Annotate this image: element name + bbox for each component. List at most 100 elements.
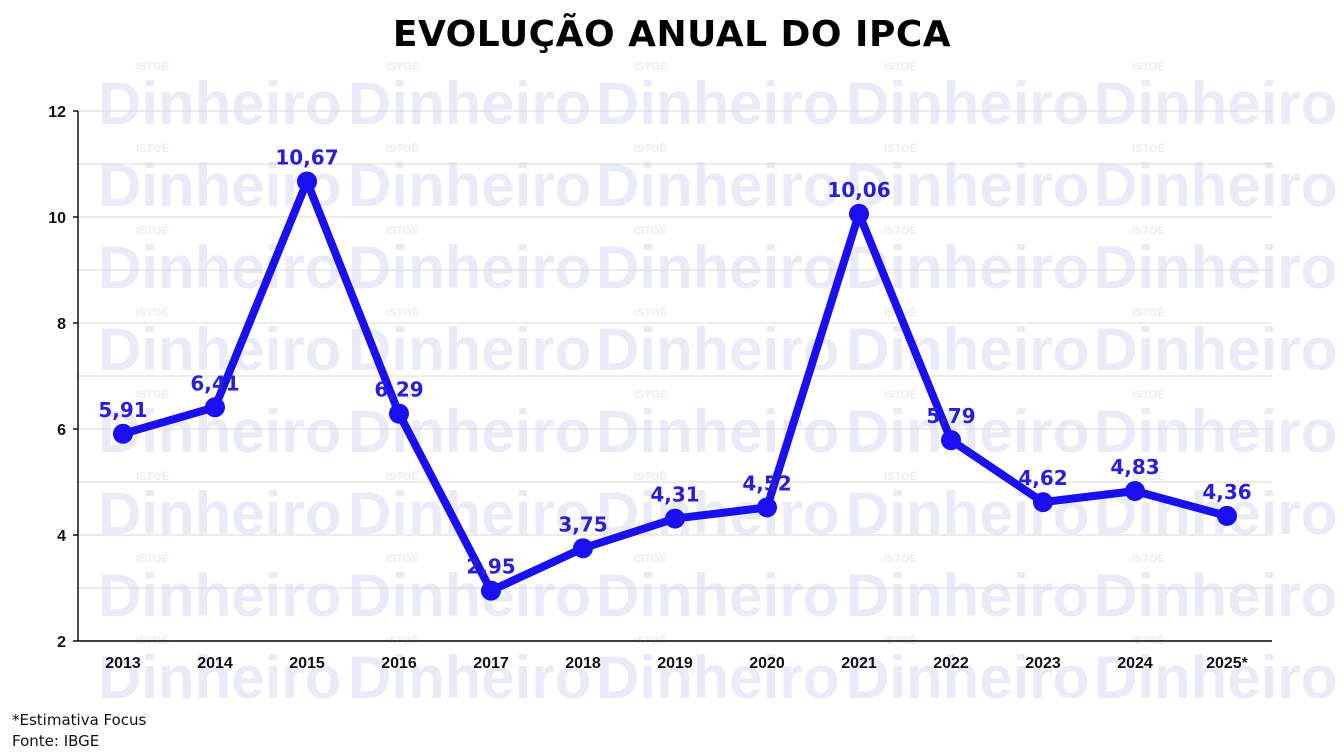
x-tick-label: 2025* [1206,655,1249,672]
data-label: 10,67 [275,145,338,169]
watermark-text: Dinheiro [1094,644,1337,711]
footnote-estimate: *Estimativa Focus [12,711,147,729]
chart-title: EVOLUÇÃO ANUAL DO IPCA [392,14,952,55]
watermark-text: Dinheiro [348,70,591,137]
data-label: 4,36 [1202,480,1251,504]
data-point [757,497,777,518]
x-tick-label: 2014 [197,655,233,672]
x-tick-label: 2013 [105,655,141,672]
y-tick-label: 4 [57,528,66,545]
data-point [849,203,869,224]
data-label: 10,06 [827,178,890,202]
watermark-text: Dinheiro [846,152,1089,219]
watermark-small-text: ISTOÉ [884,470,917,483]
watermark-text: Dinheiro [596,562,839,629]
watermark-small-text: ISTOÉ [634,388,667,401]
watermark-layer: DinheiroISTOÉDinheiroISTOÉDinheiroISTOÉD… [98,60,1337,711]
data-label: 4,31 [650,483,699,507]
x-tick-label: 2018 [565,655,601,672]
watermark-text: Dinheiro [846,480,1089,547]
watermark-text: Dinheiro [1094,398,1337,465]
watermark-text: Dinheiro [348,644,591,711]
watermark-text: Dinheiro [596,398,839,465]
watermark-text: Dinheiro [846,644,1089,711]
watermark-small-text: ISTOÉ [136,552,169,565]
watermark-text: Dinheiro [98,234,341,301]
watermark-small-text: ISTOÉ [136,388,169,401]
x-tick-label: 2016 [381,655,417,672]
watermark-small-text: ISTOÉ [136,224,169,237]
watermark-text: Dinheiro [98,70,341,137]
watermark-small-text: ISTOÉ [884,60,917,73]
watermark-small-text: ISTOÉ [634,224,667,237]
watermark-text: Dinheiro [596,152,839,219]
watermark-text: Dinheiro [348,152,591,219]
y-tick-label: 10 [48,210,66,227]
x-tick-label: 2021 [841,655,877,672]
data-label: 5,91 [98,398,147,422]
y-tick-label: 6 [57,422,66,439]
x-tick-labels: 2013 2014 2015 2016 2017 2018 2019 2020 2021 2022… [105,655,1248,672]
watermark-small-text: ISTOÉ [386,470,419,483]
watermark-text: Dinheiro [1094,70,1337,137]
data-label: 6,41 [190,371,239,395]
x-tick-label: 2017 [473,655,509,672]
watermark-text: Dinheiro [846,562,1089,629]
data-label: 4,62 [1018,466,1067,490]
watermark-small-text: ISTOÉ [1132,552,1165,565]
watermark-small-text: ISTOÉ [386,60,419,73]
watermark-small-text: ISTOÉ [884,388,917,401]
watermark-text: Dinheiro [348,562,591,629]
watermark-text: Dinheiro [348,398,591,465]
watermark-text: Dinheiro [596,234,839,301]
watermark-small-text: ISTOÉ [1132,142,1165,155]
watermark-small-text: ISTOÉ [386,142,419,155]
data-point [113,423,133,444]
watermark-small-text: ISTOÉ [634,306,667,319]
y-tick-labels: 2 4 6 8 10 12 [48,104,78,651]
watermark-small-text: ISTOÉ [386,552,419,565]
watermark-small-text: ISTOÉ [1132,470,1165,483]
watermark-small-text: ISTOÉ [884,552,917,565]
data-point [205,397,225,418]
watermark-small-text: ISTOÉ [386,224,419,237]
x-tick-label: 2023 [1025,655,1061,672]
data-point [481,580,501,601]
watermark-small-text: ISTOÉ [136,470,169,483]
watermark-text: Dinheiro [596,316,839,383]
watermark-small-text: ISTOÉ [136,306,169,319]
x-tick-label: 2020 [749,655,785,672]
data-label: 4,52 [742,471,791,495]
data-point [941,430,961,451]
watermark-small-text: ISTOÉ [1132,306,1165,319]
watermark-text: Dinheiro [98,480,341,547]
watermark-small-text: ISTOÉ [1132,60,1165,73]
watermark-small-text: ISTOÉ [1132,388,1165,401]
watermark-small-text: ISTOÉ [1132,224,1165,237]
data-point [1033,492,1053,513]
y-tick-label: 2 [57,634,66,651]
watermark-small-text: ISTOÉ [884,142,917,155]
watermark-small-text: ISTOÉ [634,142,667,155]
x-tick-label: 2024 [1117,655,1153,672]
watermark-text: Dinheiro [98,562,341,629]
watermark-text: Dinheiro [846,316,1089,383]
axes [77,111,1272,642]
watermark-text: Dinheiro [1094,234,1337,301]
watermark-small-text: ISTOÉ [136,60,169,73]
watermark-text: Dinheiro [348,234,591,301]
watermark-small-text: ISTOÉ [884,224,917,237]
watermark-text: Dinheiro [348,480,591,547]
data-point [1125,481,1145,502]
watermark-small-text: ISTOÉ [634,60,667,73]
x-tick-label: 2019 [657,655,693,672]
watermark-text: Dinheiro [596,70,839,137]
data-label: 6,29 [374,378,423,402]
y-tick-label: 12 [48,104,66,121]
series-ipca [113,171,1237,601]
data-point [1217,505,1237,526]
data-label: 2,95 [466,555,515,579]
watermark-small-text: ISTOÉ [386,306,419,319]
watermark-small-text: ISTOÉ [634,552,667,565]
